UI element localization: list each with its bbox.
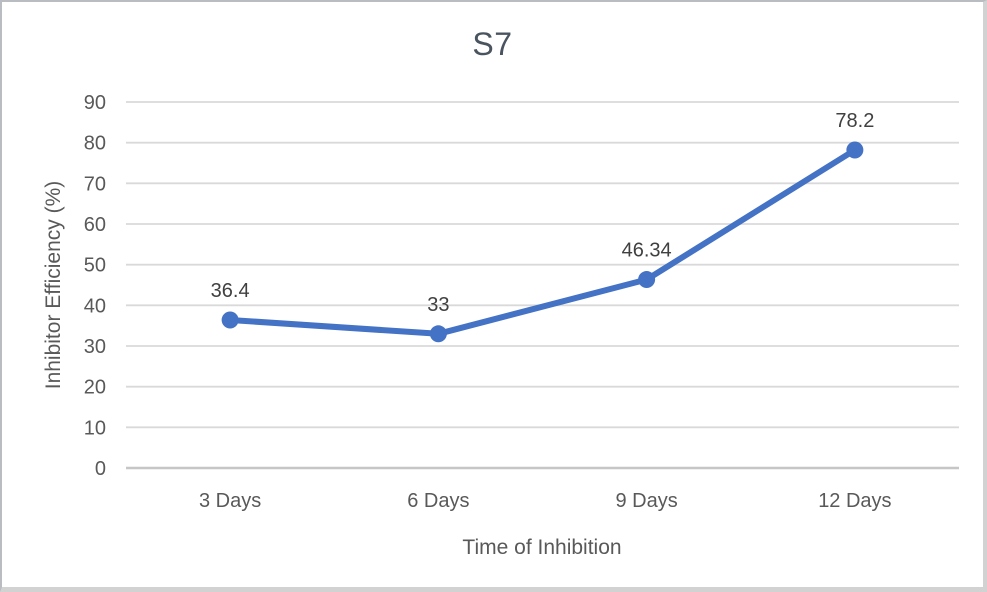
x-tick-label: 12 Days bbox=[818, 490, 891, 512]
x-axis-title: Time of Inhibition bbox=[462, 536, 622, 559]
y-tick-label: 20 bbox=[84, 377, 106, 399]
data-label: 36.4 bbox=[211, 280, 250, 302]
x-tick-label: 6 Days bbox=[407, 490, 469, 512]
data-label: 33 bbox=[427, 294, 449, 316]
chart-title: S7 bbox=[472, 26, 513, 62]
data-point-marker bbox=[221, 311, 239, 329]
y-tick-label: 0 bbox=[95, 458, 106, 480]
series-line bbox=[227, 146, 858, 337]
data-point-marker bbox=[638, 271, 656, 289]
data-point-marker bbox=[846, 141, 864, 159]
y-tick-label: 80 bbox=[84, 133, 106, 155]
y-tick-label: 60 bbox=[84, 214, 106, 236]
y-tick-label: 30 bbox=[84, 336, 106, 358]
data-label: 78.2 bbox=[835, 110, 874, 132]
x-tick-label: 9 Days bbox=[616, 490, 678, 512]
x-tick-label: 3 Days bbox=[199, 490, 261, 512]
data-point-marker bbox=[429, 325, 447, 343]
y-tick-label: 10 bbox=[84, 417, 106, 439]
y-tick-label: 40 bbox=[84, 295, 106, 317]
y-tick-label: 50 bbox=[84, 255, 106, 277]
y-tick-label: 90 bbox=[84, 92, 106, 114]
data-label: 46.34 bbox=[622, 240, 672, 262]
y-tick-label: 70 bbox=[84, 173, 106, 195]
